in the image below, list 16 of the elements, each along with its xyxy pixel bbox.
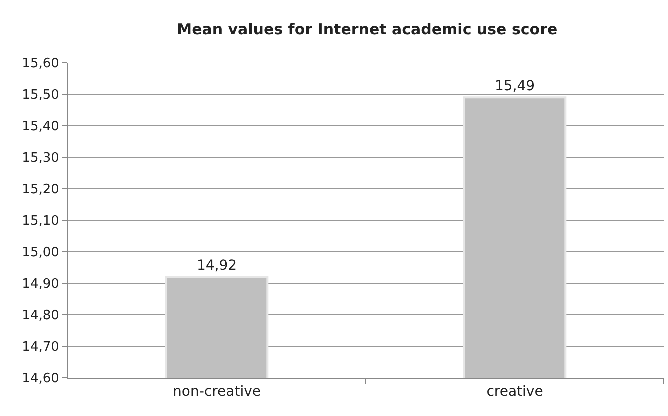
y-tick-label: 15,60	[22, 56, 60, 72]
y-tick-label: 14,70	[22, 340, 60, 356]
y-tick-label: 14,60	[22, 372, 60, 387]
y-tick-label: 15,30	[22, 151, 60, 166]
chart-title: Mean values for Internet academic use score	[177, 20, 558, 38]
y-tick-label: 15,20	[22, 182, 60, 198]
y-tick-label: 15,40	[22, 120, 60, 135]
y-tick-label: 15,00	[22, 246, 60, 261]
y-tick-label: 14,90	[22, 277, 60, 292]
data-label: 14,92	[196, 258, 238, 274]
data-label: 15,49	[494, 78, 536, 95]
y-tick-label: 14,80	[22, 308, 60, 324]
x-tick-label: creative	[486, 384, 544, 400]
y-tick-label: 15,10	[22, 214, 60, 230]
x-tick-label: non-creative	[173, 384, 261, 400]
y-tick-label: 15,50	[22, 88, 60, 104]
